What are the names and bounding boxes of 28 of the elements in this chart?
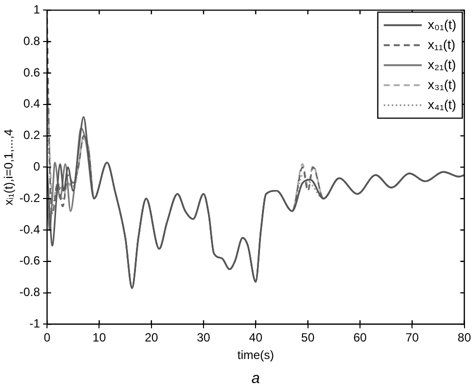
legend-label: x₂₁(t) <box>428 56 456 72</box>
y-tick-label: -0.6 <box>19 254 40 268</box>
y-tick-label: 0 <box>33 160 40 174</box>
x-tick-label: 60 <box>353 330 368 345</box>
y-tick-label: 1 <box>33 2 40 17</box>
y-tick-label: -0.2 <box>19 190 40 205</box>
legend-label: x₀₁(t) <box>428 16 456 32</box>
legend-label: x₄₁(t) <box>428 96 456 112</box>
legend-label: x₃₁(t) <box>428 76 456 92</box>
legend-label: x₁₁(t) <box>428 36 456 52</box>
text: a <box>252 370 260 388</box>
x-tick-label: 0 <box>44 330 51 345</box>
x-axis-title: time(s) <box>237 348 274 362</box>
y-tick-label: 0.6 <box>23 65 40 80</box>
x-tick-label: 20 <box>144 330 158 345</box>
x-tick-label: 10 <box>92 330 106 345</box>
y-tick-label: 0.2 <box>23 128 40 142</box>
y-tick-label: 0.8 <box>23 34 40 48</box>
x-tick-label: 50 <box>301 330 315 345</box>
x-tick-label: 80 <box>458 330 472 345</box>
x-tick-label: 30 <box>196 330 211 345</box>
x-tick-label: 70 <box>405 330 420 345</box>
y-tick-label: -0.4 <box>19 222 40 236</box>
y-tick-label: 0.4 <box>23 96 40 111</box>
y-tick-label: -0.8 <box>19 285 40 300</box>
y-tick-label: -1 <box>29 316 40 331</box>
y-axis-title: xᵢ₁(t),i=0,1,...,4 <box>2 128 16 206</box>
x-tick-label: 40 <box>249 330 263 345</box>
